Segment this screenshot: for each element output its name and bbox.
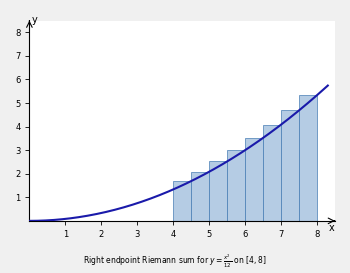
Bar (245, 138, 263, 221)
Text: Right endpoint Riemann sum for $y = \frac{x^2}{12}$ on $[4,8]$: Right endpoint Riemann sum for $y = \fra… (83, 253, 267, 270)
Bar (227, 150, 245, 221)
Bar (299, 95, 317, 221)
Bar (209, 161, 227, 221)
Text: y: y (32, 15, 38, 25)
Bar (191, 172, 209, 221)
Bar (263, 124, 281, 221)
Bar (281, 110, 299, 221)
Bar (173, 181, 191, 221)
Text: x: x (329, 224, 334, 233)
